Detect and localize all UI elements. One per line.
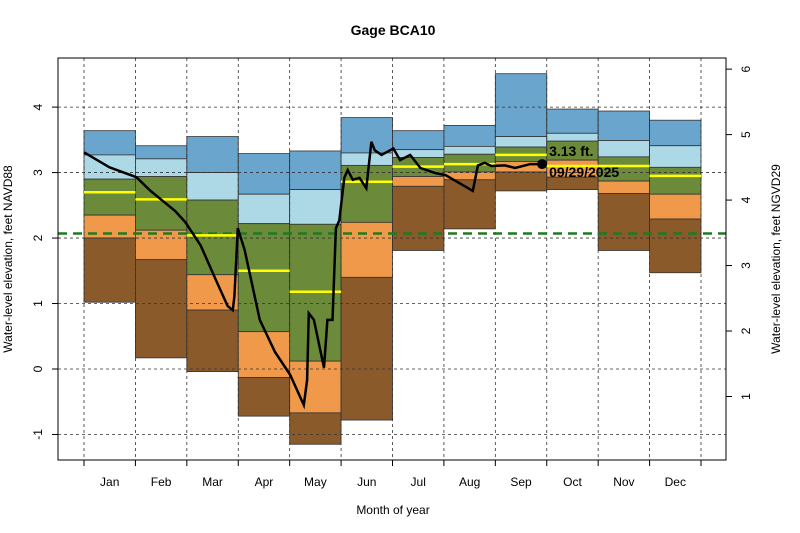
x-tick-label: Jun	[357, 475, 376, 489]
x-tick-label: Mar	[202, 475, 223, 489]
band-mar-1	[186, 172, 239, 201]
band-jul-0	[392, 130, 445, 151]
y-tick-label-right: 1	[739, 393, 753, 400]
band-jul-3	[392, 176, 445, 187]
annotation-value: 3.13 ft.	[549, 143, 593, 159]
band-may-3	[289, 360, 342, 414]
band-may-1	[289, 189, 342, 225]
x-tick-label: Feb	[151, 475, 172, 489]
y-tick-label-right: 3	[739, 262, 753, 269]
x-tick-label: Sep	[510, 475, 532, 489]
annotation-date: 09/29/2025	[549, 164, 619, 180]
band-feb-4	[135, 259, 188, 359]
band-dec-4	[649, 218, 702, 274]
band-oct-1	[546, 132, 599, 142]
band-aug-4	[443, 179, 496, 230]
band-apr-0	[237, 153, 291, 195]
band-mar-4	[186, 309, 239, 373]
band-nov-4	[597, 193, 650, 251]
chart-title: Gage BCA10	[351, 22, 436, 38]
x-tick-label: Dec	[665, 475, 686, 489]
axes: Jan Feb Mar Apr May Jun Jul Aug Sep Oct Nov Dec -1 0 1…	[31, 65, 753, 489]
band-jan-0	[83, 130, 136, 156]
band-apr-3	[237, 331, 291, 378]
grid	[58, 58, 726, 460]
band-aug-0	[443, 125, 496, 147]
y-axis-label-left: Water-level elevation, feet NAVD88	[1, 165, 15, 353]
band-jun-3	[340, 221, 393, 278]
band-nov-1	[597, 140, 650, 158]
band-jun-1	[340, 152, 393, 166]
band-may-4	[289, 412, 342, 445]
y-tick-label-right: 4	[739, 196, 753, 203]
y-tick-label: 1	[31, 300, 45, 307]
y-tick-label-right: 5	[739, 131, 753, 138]
band-feb-3	[135, 229, 188, 261]
x-tick-label: Nov	[613, 475, 634, 489]
band-apr-2	[237, 223, 291, 333]
x-tick-label: Jul	[411, 475, 426, 489]
x-axis-label: Month of year	[356, 503, 429, 517]
band-dec-3	[649, 193, 702, 220]
band-may-0	[289, 150, 342, 190]
band-jul-1	[392, 149, 445, 158]
band-mar-0	[186, 136, 239, 173]
band-dec-1	[649, 145, 702, 168]
band-jul-4	[392, 185, 445, 251]
y-tick-label-right: 2	[739, 327, 753, 334]
x-tick-label: Jan	[100, 475, 119, 489]
band-feb-1	[135, 158, 188, 177]
band-mar-3	[186, 274, 239, 311]
band-dec-0	[649, 119, 702, 147]
series-line	[83, 141, 543, 410]
band-jun-0	[340, 117, 393, 154]
y-tick-label-right: 6	[739, 65, 753, 72]
monthly-bands	[83, 73, 702, 445]
y-tick-label: 2	[31, 234, 45, 241]
band-jan-2	[83, 178, 136, 216]
band-oct-0	[546, 108, 599, 134]
x-tick-label: Oct	[563, 475, 582, 489]
y-tick-label: 0	[31, 365, 45, 372]
band-apr-1	[237, 193, 291, 225]
band-sep-0	[494, 73, 548, 137]
latest-point	[537, 159, 548, 170]
x-tick-label: May	[304, 475, 327, 489]
band-nov-3	[597, 180, 650, 194]
x-tick-label: Apr	[255, 475, 274, 489]
band-nov-0	[597, 110, 650, 141]
x-tick-label: Aug	[459, 475, 480, 489]
band-apr-4	[237, 377, 291, 417]
y-tick-label: 3	[31, 169, 45, 176]
y-tick-label: 4	[31, 103, 45, 110]
band-jan-4	[83, 237, 136, 303]
band-nov-2	[597, 156, 650, 182]
band-sep-4	[494, 171, 548, 192]
band-dec-2	[649, 166, 702, 195]
band-jun-4	[340, 276, 393, 421]
y-axis-label-right: Water-level elevation, feet NGVD29	[769, 164, 783, 354]
y-tick-label: -1	[31, 429, 45, 440]
band-aug-1	[443, 145, 496, 155]
band-sep-1	[494, 136, 548, 148]
band-feb-0	[135, 145, 188, 160]
